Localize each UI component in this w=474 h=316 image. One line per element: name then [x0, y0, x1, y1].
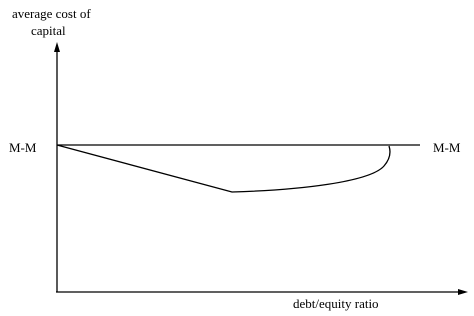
- y-axis-label-line: capital: [31, 23, 66, 38]
- cost-curve: [56, 144, 391, 193]
- x-axis-label: debt/equity ratio: [293, 296, 379, 311]
- y-axis-arrow: [54, 42, 60, 52]
- x-axis-arrow: [458, 289, 468, 295]
- mm-label-left: M-M: [9, 140, 37, 155]
- y-axis-label-line: average cost of: [12, 6, 91, 21]
- mm-label-right: M-M: [433, 140, 461, 155]
